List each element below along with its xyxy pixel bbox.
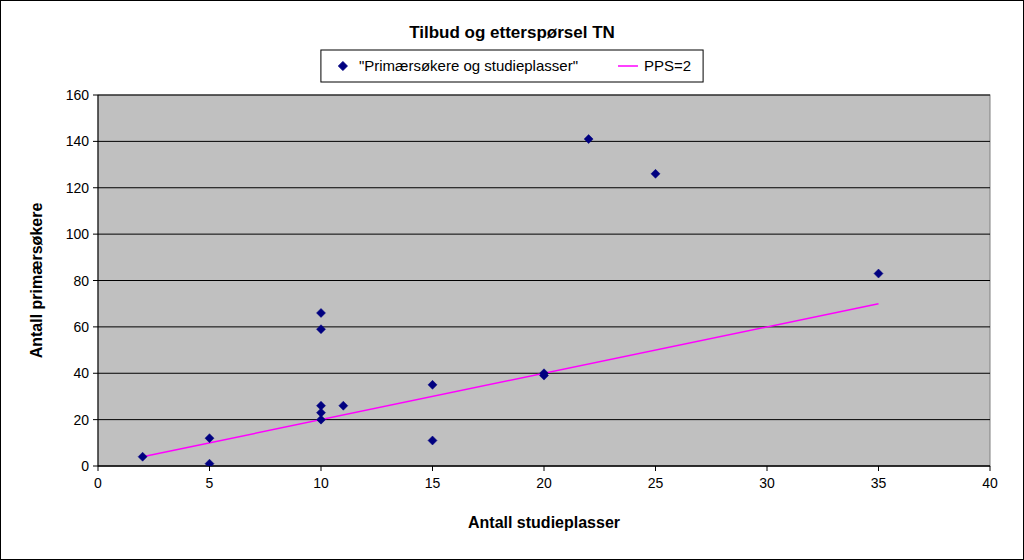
scatter-point xyxy=(317,415,326,424)
scatter-point xyxy=(317,325,326,334)
chart-frame xyxy=(1,1,1024,560)
x-tick-label: 5 xyxy=(206,475,214,491)
y-tick-label: 80 xyxy=(73,273,89,289)
legend-box xyxy=(321,50,703,82)
y-tick xyxy=(93,280,98,281)
scatter-point xyxy=(651,169,660,178)
x-tick-label: 15 xyxy=(425,475,441,491)
x-tick xyxy=(878,466,879,471)
x-tick xyxy=(209,466,210,471)
legend: "Primærsøkere og studieplasser" PPS=2 xyxy=(321,50,703,82)
y-tick xyxy=(93,373,98,374)
y-tick xyxy=(93,187,98,188)
marks xyxy=(138,135,883,466)
y-axis-label: Antall primærsøkere xyxy=(28,203,45,359)
y-tick-label: 40 xyxy=(73,365,89,381)
legend-label: "Primærsøkere og studieplasser" xyxy=(359,57,578,74)
x-tick xyxy=(990,466,991,471)
grid-line xyxy=(98,466,990,467)
x-tick xyxy=(655,466,656,471)
x-tick-label: 10 xyxy=(313,475,329,491)
x-tick xyxy=(767,466,768,471)
x-tick-label: 35 xyxy=(871,475,887,491)
y-tick xyxy=(93,95,98,96)
x-axis xyxy=(98,466,990,467)
grid-line xyxy=(98,234,990,235)
legend-label: PPS=2 xyxy=(644,57,691,74)
legend-symbol xyxy=(338,62,347,71)
y-tick-label: 160 xyxy=(66,87,90,103)
legend-symbol xyxy=(618,65,638,67)
y-tick-label: 60 xyxy=(73,319,89,335)
x-tick xyxy=(98,466,99,471)
x-tick xyxy=(321,466,322,471)
x-tick-label: 30 xyxy=(759,475,775,491)
scatter-point xyxy=(540,371,549,380)
grid-line xyxy=(98,419,990,420)
chart: Tilbud og etterspørsel TN020406080100120… xyxy=(0,0,1024,560)
x-tick xyxy=(432,466,433,471)
y-tick xyxy=(93,234,98,235)
y-tick-label: 120 xyxy=(66,180,90,196)
scatter-point xyxy=(874,269,883,278)
grid-line xyxy=(98,95,990,96)
y-tick-label: 140 xyxy=(66,133,90,149)
x-tick-label: 0 xyxy=(94,475,102,491)
scatter-point xyxy=(138,452,147,461)
scatter-point xyxy=(317,308,326,317)
y-tick xyxy=(93,326,98,327)
scatter-point xyxy=(205,459,214,466)
legend-item: "Primærsøkere og studieplasser" xyxy=(338,57,578,74)
grid-line xyxy=(98,187,990,188)
reference-line xyxy=(143,304,879,457)
y-tick-label: 100 xyxy=(66,226,90,242)
y-tick xyxy=(93,419,98,420)
plot-area xyxy=(98,95,990,466)
y-axis xyxy=(98,95,99,466)
x-tick xyxy=(544,466,545,471)
title: Tilbud og etterspørsel TN xyxy=(409,23,615,42)
x-tick-label: 25 xyxy=(648,475,664,491)
y-tick xyxy=(93,466,98,467)
legend-item: PPS=2 xyxy=(618,57,691,74)
x-tick-label: 20 xyxy=(536,475,552,491)
grid-line xyxy=(98,280,990,281)
scatter-point xyxy=(428,436,437,445)
scatter-point xyxy=(339,401,348,410)
scatter-point xyxy=(584,135,593,144)
grid-line xyxy=(98,326,990,327)
y-tick-label: 20 xyxy=(73,412,89,428)
x-axis-label: Antall studieplasser xyxy=(468,514,620,531)
scatter-point xyxy=(205,434,214,443)
x-tick-label: 40 xyxy=(982,475,998,491)
y-tick-label: 0 xyxy=(81,458,89,474)
scatter-point xyxy=(428,380,437,389)
grid-line xyxy=(98,141,990,142)
y-tick xyxy=(93,141,98,142)
